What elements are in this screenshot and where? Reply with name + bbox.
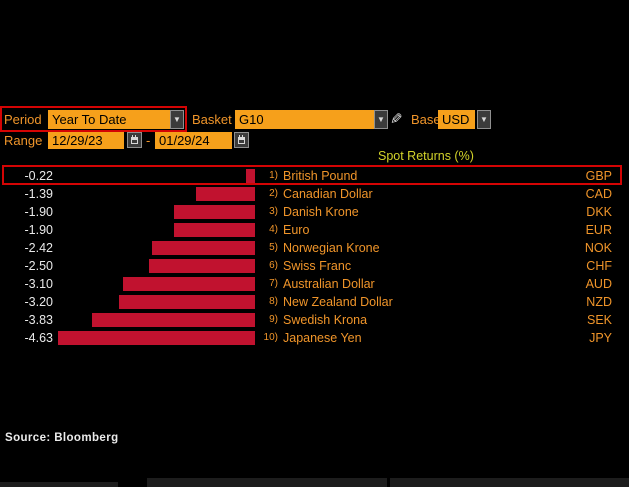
currency-name: Danish Krone bbox=[283, 205, 359, 219]
currency-code: CHF bbox=[586, 259, 612, 273]
currency-name: Australian Dollar bbox=[283, 277, 375, 291]
bar-value-label: -3.83 bbox=[24, 313, 54, 327]
bar-value-label: -2.42 bbox=[24, 241, 54, 255]
currency-code: CAD bbox=[585, 187, 612, 201]
base-field[interactable]: USD bbox=[438, 110, 475, 129]
currency-name: Euro bbox=[283, 223, 310, 237]
bottom-edge-strip-left bbox=[0, 482, 118, 487]
chart-row[interactable]: -3.83 9) Swedish Krona SEK bbox=[0, 311, 629, 329]
bar bbox=[196, 187, 255, 201]
range-end-calendar-icon[interactable] bbox=[234, 132, 249, 148]
bar-value-label: -1.39 bbox=[24, 187, 54, 201]
currency-code: AUD bbox=[585, 277, 612, 291]
range-start-field[interactable]: 12/29/23 bbox=[48, 132, 124, 149]
bottom-edge-strip-right bbox=[390, 478, 629, 487]
chart-row[interactable]: -4.63 10) Japanese Yen JPY bbox=[0, 329, 629, 347]
currency-name: British Pound bbox=[283, 169, 358, 183]
currency-name: New Zealand Dollar bbox=[283, 295, 393, 309]
period-dropdown-arrow-icon[interactable]: ▼ bbox=[170, 110, 184, 129]
row-rank: 10) bbox=[263, 332, 278, 343]
period-label: Period bbox=[4, 112, 42, 127]
row-rank: 8) bbox=[269, 296, 278, 307]
currency-name: Swedish Krona bbox=[283, 313, 368, 327]
range-label: Range bbox=[4, 133, 43, 148]
base-dropdown-arrow-icon[interactable]: ▼ bbox=[477, 110, 491, 129]
bar bbox=[152, 241, 255, 255]
bar bbox=[174, 223, 255, 237]
currency-name: Japanese Yen bbox=[283, 331, 362, 345]
currency-code: EUR bbox=[585, 223, 612, 237]
bar-value-label: -2.50 bbox=[24, 259, 54, 273]
row-rank: 5) bbox=[269, 242, 278, 253]
currency-name: Canadian Dollar bbox=[283, 187, 373, 201]
bar bbox=[174, 205, 255, 219]
row-rank: 7) bbox=[269, 278, 278, 289]
bar-value-label: -1.90 bbox=[24, 205, 54, 219]
bar bbox=[92, 313, 255, 327]
currency-code: NOK bbox=[584, 241, 612, 255]
period-field[interactable]: Year To Date bbox=[48, 110, 170, 129]
row-rank: 6) bbox=[269, 260, 278, 271]
bar bbox=[246, 169, 255, 183]
row-rank: 4) bbox=[269, 224, 278, 235]
currency-code: GBP bbox=[585, 169, 612, 183]
chart-row[interactable]: -3.10 7) Australian Dollar AUD bbox=[0, 275, 629, 293]
chart-rows: -0.22 1) British Pound GBP -1.39 2) Cana… bbox=[0, 167, 629, 347]
bar bbox=[119, 295, 255, 309]
row-rank: 9) bbox=[269, 314, 278, 325]
bar-value-label: -3.10 bbox=[24, 277, 54, 291]
bar-value-label: -4.63 bbox=[24, 331, 54, 345]
currency-code: SEK bbox=[586, 313, 612, 327]
bar-value-label: -0.22 bbox=[24, 169, 54, 183]
chart-title: Spot Returns (%) bbox=[378, 149, 474, 163]
currency-name: Norwegian Krone bbox=[283, 241, 380, 255]
chart-row[interactable]: -0.22 1) British Pound GBP bbox=[0, 167, 629, 185]
currency-name: Swiss Franc bbox=[283, 259, 352, 273]
source-credit: Source: Bloomberg bbox=[5, 432, 119, 444]
basket-dropdown-arrow-icon[interactable]: ▼ bbox=[374, 110, 388, 129]
bar bbox=[149, 259, 255, 273]
currency-code: DKK bbox=[586, 205, 612, 219]
edit-pencil-icon[interactable]: ✎ bbox=[390, 111, 403, 128]
chart-row[interactable]: -3.20 8) New Zealand Dollar NZD bbox=[0, 293, 629, 311]
chart-row[interactable]: -1.90 4) Euro EUR bbox=[0, 221, 629, 239]
chart-row[interactable]: -2.42 5) Norwegian Krone NOK bbox=[0, 239, 629, 257]
range-end-field[interactable]: 01/29/24 bbox=[155, 132, 232, 149]
row-rank: 1) bbox=[269, 170, 278, 181]
chart-row[interactable]: -2.50 6) Swiss Franc CHF bbox=[0, 257, 629, 275]
basket-field[interactable]: G10 bbox=[235, 110, 374, 129]
bar bbox=[58, 331, 255, 345]
bar-value-label: -1.90 bbox=[24, 223, 54, 237]
row-rank: 3) bbox=[269, 206, 278, 217]
base-label: Base bbox=[411, 112, 441, 127]
currency-code: JPY bbox=[589, 331, 612, 345]
bar-value-label: -3.20 bbox=[24, 295, 54, 309]
row-rank: 2) bbox=[269, 188, 278, 199]
bar bbox=[123, 277, 255, 291]
range-start-calendar-icon[interactable] bbox=[127, 132, 142, 148]
basket-label: Basket bbox=[192, 112, 232, 127]
range-separator: - bbox=[146, 133, 151, 148]
chart-row[interactable]: -1.90 3) Danish Krone DKK bbox=[0, 203, 629, 221]
chart-row[interactable]: -1.39 2) Canadian Dollar CAD bbox=[0, 185, 629, 203]
currency-code: NZD bbox=[586, 295, 612, 309]
bottom-edge-strip-middle bbox=[147, 478, 387, 487]
